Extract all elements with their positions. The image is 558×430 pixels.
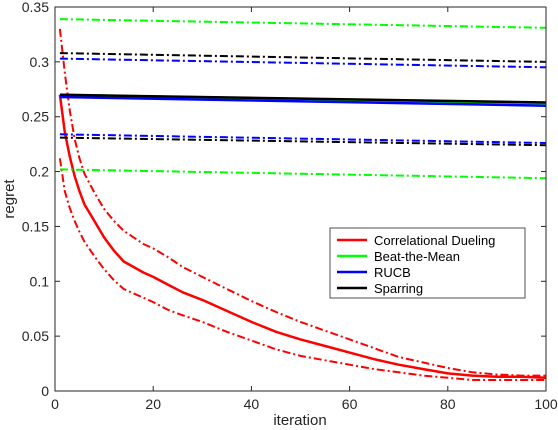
ticks-layer: 0 20 40 60 80 100 0 0.05 0.1 0.15 0.2 0.25 0.3 0.35 — [22, 0, 558, 412]
correlational-dueling-lower-bound-line — [58, 158, 546, 381]
x-tick-label: 80 — [440, 396, 456, 412]
legend: Correlational DuelingBeat-the-MeanRUCBSp… — [329, 227, 526, 299]
rucb-upper-bound-line — [59, 57, 547, 69]
legend-label-correlational-dueling: Correlational Dueling — [374, 233, 495, 248]
legend-label-rucb: RUCB — [374, 265, 411, 280]
beat-the-mean-upper-bound-line — [59, 18, 547, 29]
y-tick-label: 0.2 — [30, 164, 50, 180]
x-tick-label: 40 — [244, 396, 260, 412]
y-tick-label: 0.05 — [22, 328, 49, 344]
sparring-mean-line — [59, 93, 547, 104]
y-tick-label: 0.35 — [22, 0, 49, 15]
rucb-lower-bound-line — [59, 133, 547, 144]
sparring-upper-bound-line — [59, 52, 547, 63]
y-axis-title: regret — [1, 179, 18, 219]
sparring-lower-bound-line — [59, 136, 547, 147]
y-tick-label: 0.25 — [22, 109, 49, 125]
correlational-dueling-upper-bound-line — [58, 28, 546, 377]
plot-frame — [54, 6, 547, 392]
x-axis-title: iteration — [273, 412, 326, 429]
rucb-mean-line — [59, 95, 547, 107]
legend-label-sparring: Sparring — [374, 281, 423, 296]
y-tick-label: 0.1 — [30, 273, 50, 289]
x-tick-label: 20 — [145, 396, 161, 412]
x-tick-label: 60 — [342, 396, 358, 412]
legend-label-beat-the-mean: Beat-the-Mean — [374, 249, 460, 264]
series-layer — [58, 18, 547, 381]
x-tick-label: 100 — [534, 396, 558, 412]
x-tick-label: 0 — [51, 396, 59, 412]
y-tick-label: 0.15 — [22, 218, 49, 234]
y-tick-label: 0.3 — [30, 54, 50, 70]
beat-the-mean-lower-bound-line — [59, 168, 547, 180]
plot-area — [55, 7, 546, 391]
y-tick-label: 0 — [41, 383, 49, 399]
correlational-dueling-mean-line — [58, 94, 547, 380]
